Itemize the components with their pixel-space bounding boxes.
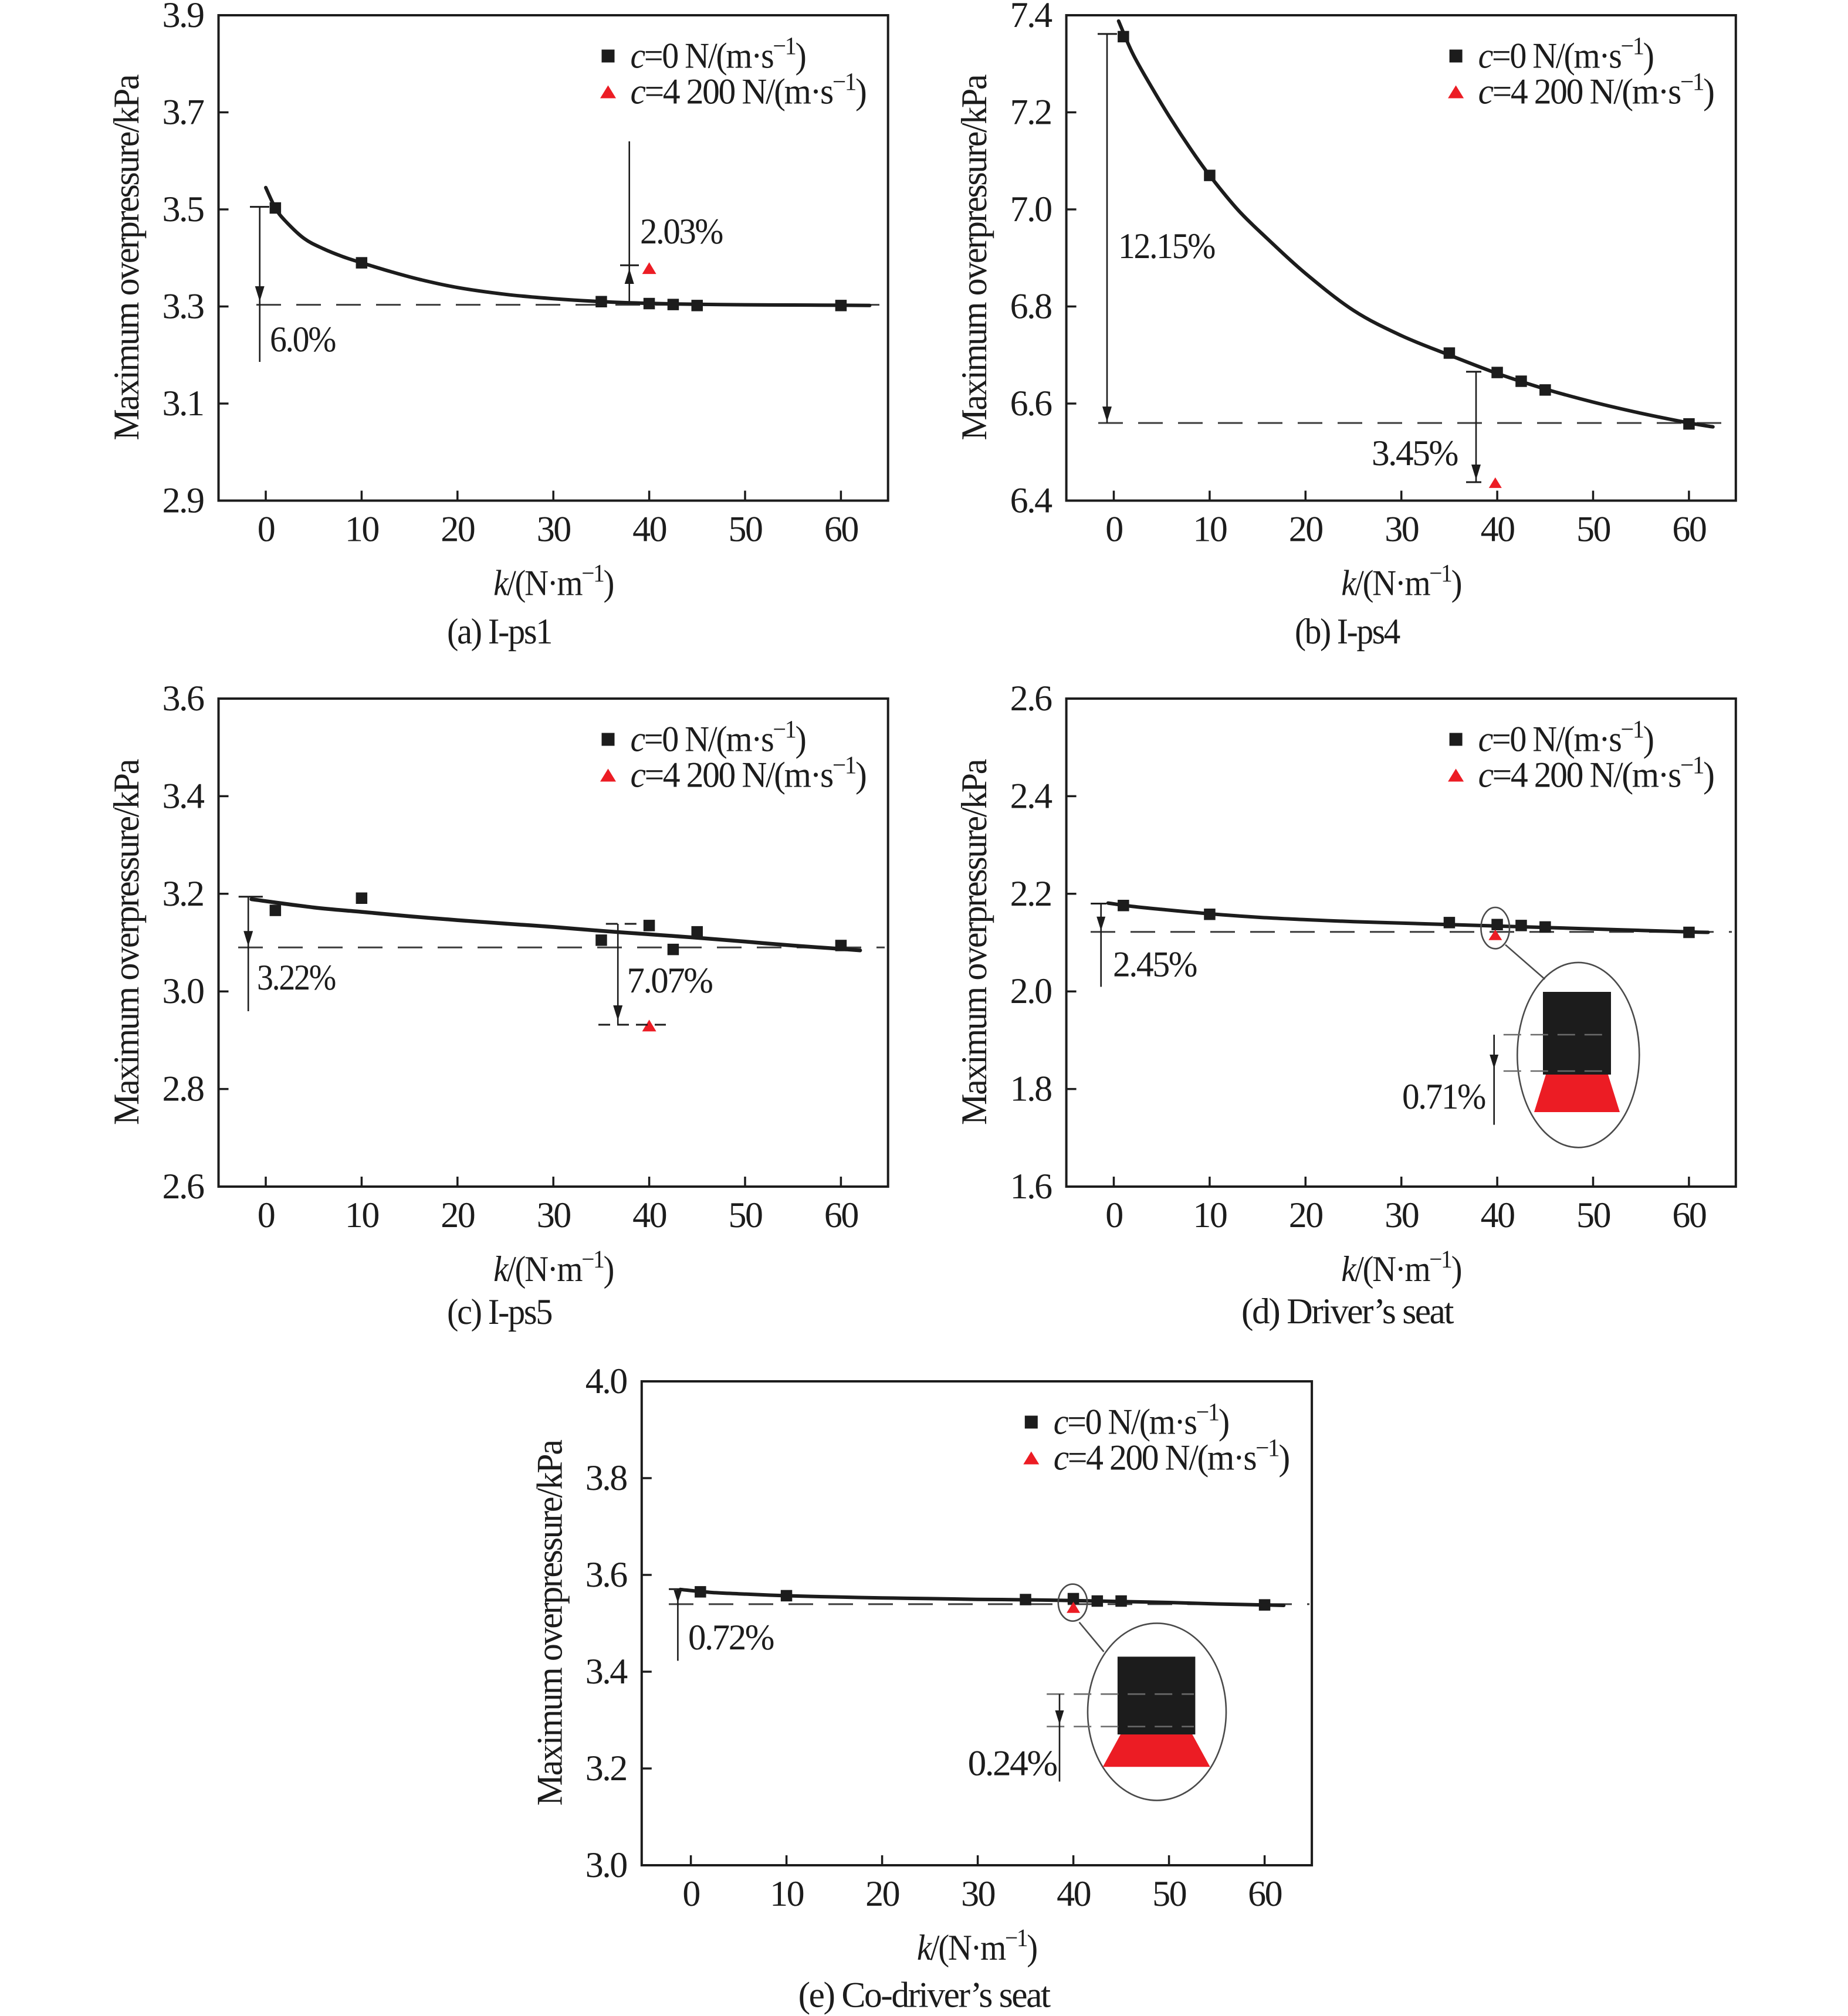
svg-text:0.24%: 0.24%	[968, 1744, 1057, 1784]
svg-text:c=4 200 N/(m·s−1): c=4 200 N/(m·s−1)	[631, 69, 866, 112]
svg-text:40: 40	[632, 510, 666, 550]
svg-text:3.2: 3.2	[585, 1749, 627, 1788]
svg-text:2.6: 2.6	[1010, 679, 1052, 719]
svg-text:c=0 N/(m·s−1): c=0 N/(m·s−1)	[631, 33, 805, 76]
svg-text:7.0: 7.0	[1010, 189, 1052, 229]
svg-text:0: 0	[258, 1195, 275, 1235]
svg-text:c=0 N/(m·s−1): c=0 N/(m·s−1)	[631, 716, 805, 760]
svg-text:7.4: 7.4	[1010, 0, 1053, 35]
svg-text:20: 20	[441, 510, 475, 550]
svg-text:(c) I-ps5: (c) I-ps5	[447, 1292, 551, 1332]
svg-text:10: 10	[1193, 510, 1227, 550]
svg-text:3.3: 3.3	[163, 287, 204, 327]
svg-text:c=4 200 N/(m·s−1): c=4 200 N/(m·s−1)	[1478, 752, 1714, 795]
svg-text:Maximum overpressure/kPa: Maximum overpressure/kPa	[107, 759, 147, 1125]
svg-text:10: 10	[345, 510, 379, 550]
svg-text:40: 40	[632, 1195, 666, 1235]
svg-text:3.4: 3.4	[163, 776, 205, 816]
svg-text:60: 60	[1672, 510, 1706, 550]
svg-text:50: 50	[1152, 1874, 1186, 1914]
svg-text:0: 0	[1105, 510, 1122, 550]
svg-text:30: 30	[1385, 1195, 1419, 1235]
svg-text:0: 0	[258, 510, 275, 550]
svg-text:30: 30	[537, 510, 571, 550]
svg-text:10: 10	[770, 1874, 804, 1914]
svg-text:0: 0	[1105, 1195, 1122, 1235]
svg-text:(a) I-ps1: (a) I-ps1	[447, 612, 551, 652]
svg-text:6.8: 6.8	[1010, 287, 1052, 327]
svg-text:3.0: 3.0	[163, 971, 204, 1011]
svg-text:1.6: 1.6	[1010, 1167, 1052, 1207]
svg-text:(e) Co-driver’s seat: (e) Co-driver’s seat	[798, 1975, 1051, 2015]
svg-text:50: 50	[1576, 1195, 1610, 1235]
svg-text:50: 50	[729, 1195, 763, 1235]
svg-text:30: 30	[961, 1874, 995, 1914]
svg-text:0.71%: 0.71%	[1402, 1077, 1485, 1117]
svg-text:6.6: 6.6	[1010, 384, 1052, 423]
svg-text:k/(N·m−1): k/(N·m−1)	[1341, 1246, 1461, 1289]
svg-text:60: 60	[824, 1195, 858, 1235]
svg-text:2.2: 2.2	[1010, 874, 1051, 914]
svg-text:Maximum overpressure/kPa: Maximum overpressure/kPa	[107, 74, 147, 441]
svg-text:3.9: 3.9	[163, 0, 204, 35]
svg-text:3.6: 3.6	[163, 679, 205, 719]
svg-text:0: 0	[682, 1874, 699, 1914]
svg-text:2.9: 2.9	[163, 481, 204, 521]
svg-text:10: 10	[1193, 1195, 1227, 1235]
svg-text:7.2: 7.2	[1010, 93, 1051, 133]
svg-text:3.6: 3.6	[585, 1555, 628, 1595]
svg-text:Maximum overpressure/kPa: Maximum overpressure/kPa	[955, 74, 994, 441]
svg-text:3.4: 3.4	[585, 1652, 628, 1692]
svg-text:(d) Driver’s seat: (d) Driver’s seat	[1241, 1292, 1454, 1331]
svg-text:40: 40	[1481, 510, 1515, 550]
svg-text:3.0: 3.0	[585, 1845, 627, 1885]
svg-text:40: 40	[1481, 1195, 1515, 1235]
svg-text:Maximum overpressure/kPa: Maximum overpressure/kPa	[530, 1440, 570, 1806]
svg-text:2.8: 2.8	[163, 1069, 204, 1109]
svg-text:1.8: 1.8	[1010, 1069, 1052, 1109]
svg-text:2.03%: 2.03%	[640, 212, 723, 252]
svg-text:7.07%: 7.07%	[627, 961, 713, 1001]
svg-text:20: 20	[441, 1195, 475, 1235]
svg-text:Maximum overpressure/kPa: Maximum overpressure/kPa	[955, 759, 994, 1125]
svg-text:3.22%: 3.22%	[257, 958, 336, 998]
svg-text:3.7: 3.7	[163, 93, 205, 133]
svg-text:3.2: 3.2	[163, 874, 204, 914]
svg-text:40: 40	[1057, 1874, 1091, 1914]
svg-text:2.45%: 2.45%	[1113, 945, 1197, 985]
svg-text:3.1: 3.1	[163, 384, 204, 423]
svg-text:60: 60	[1248, 1874, 1282, 1914]
svg-text:12.15%: 12.15%	[1118, 226, 1215, 266]
svg-text:3.8: 3.8	[585, 1458, 627, 1498]
svg-text:50: 50	[1576, 510, 1610, 550]
svg-text:c=4 200 N/(m·s−1): c=4 200 N/(m·s−1)	[1054, 1435, 1289, 1478]
svg-text:10: 10	[345, 1195, 379, 1235]
svg-text:4.0: 4.0	[585, 1361, 627, 1401]
svg-text:0.72%: 0.72%	[688, 1618, 774, 1658]
svg-text:50: 50	[729, 510, 763, 550]
svg-text:3.45%: 3.45%	[1372, 433, 1458, 473]
svg-text:3.5: 3.5	[163, 189, 204, 229]
svg-text:30: 30	[1385, 510, 1419, 550]
svg-text:c=0 N/(m·s−1): c=0 N/(m·s−1)	[1054, 1399, 1228, 1442]
svg-text:(b) I-ps4: (b) I-ps4	[1295, 612, 1400, 652]
svg-text:60: 60	[1672, 1195, 1706, 1235]
svg-text:20: 20	[1289, 510, 1323, 550]
svg-text:c=4 200 N/(m·s−1): c=4 200 N/(m·s−1)	[631, 752, 866, 795]
svg-text:20: 20	[865, 1874, 899, 1914]
svg-text:c=4 200 N/(m·s−1): c=4 200 N/(m·s−1)	[1478, 69, 1714, 112]
svg-text:20: 20	[1289, 1195, 1323, 1235]
svg-text:2.6: 2.6	[163, 1167, 205, 1207]
svg-text:6.4: 6.4	[1010, 481, 1053, 521]
svg-text:c=0 N/(m·s−1): c=0 N/(m·s−1)	[1478, 716, 1653, 760]
svg-text:2.4: 2.4	[1010, 776, 1053, 816]
svg-text:2.0: 2.0	[1010, 971, 1052, 1011]
svg-text:6.0%: 6.0%	[270, 320, 336, 360]
svg-text:60: 60	[824, 510, 858, 550]
svg-text:30: 30	[537, 1195, 571, 1235]
